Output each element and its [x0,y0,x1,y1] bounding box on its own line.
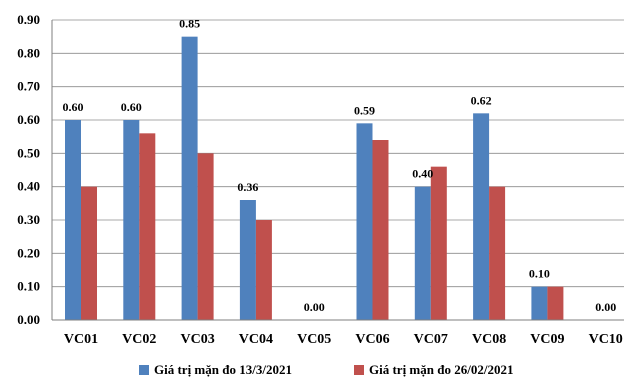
y-axis-tick-labels: 0.00 0.10 0.20 0.30 0.40 0.50 0.60 0.70 0.80 0.90 [17,12,40,327]
y-tick-label: 0.00 [17,312,40,327]
bar-vc04-series-2 [255,220,272,320]
bar-vc03-series-1 [181,36,198,321]
bar-vc01-series-1 [65,120,81,320]
y-tick-label: 0.20 [17,245,40,260]
bar-vc09-series-1 [531,286,548,320]
bar-vc02-series-1 [123,120,140,320]
y-tick-label: 0.90 [17,12,40,27]
y-tick-label: 0.30 [17,212,40,227]
bar-vc06-series-2 [372,140,389,320]
data-label-vc01: 0.60 [63,100,84,114]
bar-vc09-series-2 [547,286,564,320]
legend-label-series-2: Giá trị mặn đo 26/02/2021 [369,362,513,377]
x-tick-label: VC05 [297,332,331,347]
x-tick-label: VC10 [589,332,623,347]
data-label-vc02: 0.60 [121,100,142,114]
legend: Giá trị mặn đo 13/3/2021 Giá trị mặn đo 2… [139,362,513,377]
y-tick-label: 0.60 [17,112,40,127]
data-label-vc09: 0.10 [529,267,550,281]
legend-swatch-series-2 [354,365,364,375]
y-tick-label: 0.80 [17,45,40,60]
data-label-vc07: 0.40 [412,167,433,181]
x-tick-label: VC07 [414,332,448,347]
bar-vc08-series-2 [489,186,506,320]
bar-vc07-series-2 [430,166,447,320]
data-labels: 0.60 0.60 0.85 0.36 0.00 0.59 0.40 0.62 0.10 0.00 [63,17,617,314]
x-tick-label: VC03 [180,332,214,347]
bar-vc04-series-1 [239,200,256,320]
bar-vc02-series-2 [139,133,156,320]
data-label-vc08: 0.62 [471,93,492,107]
legend-swatch-series-1 [139,365,149,375]
y-tick-label: 0.50 [17,145,40,160]
data-label-vc06: 0.59 [354,103,375,117]
x-tick-label: VC04 [239,332,273,347]
data-label-vc04: 0.36 [237,180,258,194]
y-tick-label: 0.10 [17,279,40,294]
x-tick-label: VC02 [122,332,156,347]
bar-vc08-series-1 [473,113,490,320]
bar-vc01-series-2 [81,186,97,320]
x-tick-label: VC08 [472,332,506,347]
x-axis-tick-labels: VC01 VC02 VC03 VC04 VC05 VC06 VC07 VC08 VC09 VC10 [64,332,623,347]
bar-vc07-series-1 [414,186,431,320]
bar-vc06-series-1 [356,123,373,320]
data-label-vc05: 0.00 [304,300,325,314]
x-tick-label: VC01 [64,332,98,347]
y-tick-label: 0.70 [17,79,40,94]
y-tick-label: 0.40 [17,179,40,194]
data-label-vc03: 0.85 [179,17,200,31]
data-label-vc10: 0.00 [595,300,616,314]
x-tick-label: VC09 [530,332,564,347]
bar-vc03-series-2 [197,153,214,320]
bars [65,36,564,321]
x-tick-label: VC06 [355,332,389,347]
legend-label-series-1: Giá trị mặn đo 13/3/2021 [154,362,292,377]
